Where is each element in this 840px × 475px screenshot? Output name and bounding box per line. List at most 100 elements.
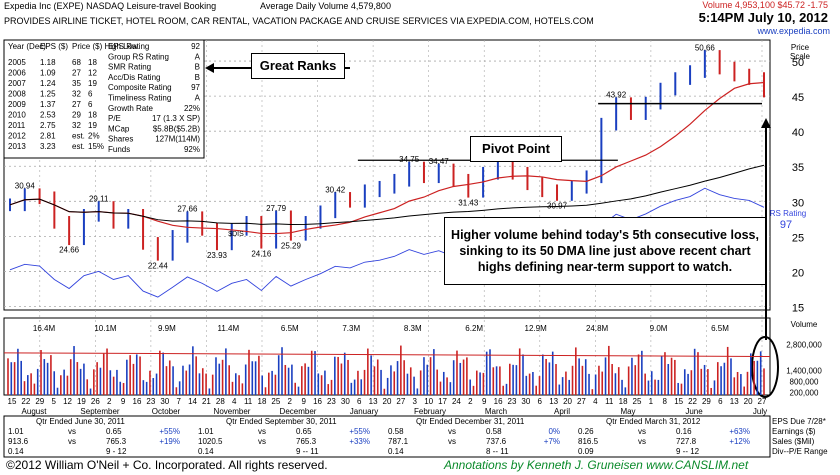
day-tick-label: 29 (35, 397, 44, 406)
month-label: February (414, 407, 446, 416)
day-tick-label: 21 (202, 397, 211, 406)
volume-data-label: 16.4M (33, 324, 56, 333)
fundamentals-cell: 2.75 (40, 121, 56, 130)
quarter-cell: 0.16 (676, 427, 692, 436)
quarter-change: +7% (544, 437, 560, 446)
quarter-cell: 737.6 (486, 437, 507, 446)
day-tick-label: 2 (288, 397, 293, 406)
month-label: November (214, 407, 251, 416)
day-tick-label: 28 (216, 397, 225, 406)
price-data-label: 31.43 (458, 198, 479, 207)
volume-line: Volume 4,953,100 $45.72 -1.75 (702, 0, 828, 10)
rating-value: 22% (184, 104, 200, 113)
fundamentals-cell: 1.25 (40, 90, 56, 99)
day-tick-label: 6 (718, 397, 723, 406)
fundamentals-cell: 1.09 (40, 69, 56, 78)
quarter-cell: 1.01 (198, 427, 214, 436)
day-tick-label: 13 (549, 397, 558, 406)
fundamentals-cell: 1.24 (40, 79, 56, 88)
fundamentals-cell: est. (72, 132, 85, 141)
day-tick-label: 15 (8, 397, 17, 406)
quarter-cell: 0.26 (578, 427, 594, 436)
quarter-title: Qtr Ended December 31, 2011 (416, 417, 525, 426)
great-ranks-arrowhead (205, 63, 214, 73)
day-tick-label: 12 (63, 397, 72, 406)
fundamentals-cell: 2009 (8, 100, 26, 109)
quarter-legend: Div--P/E Range (772, 447, 828, 456)
fundamentals-cell: 6 (88, 90, 93, 99)
fundamentals-cell: 6 (88, 100, 93, 109)
day-tick-label: 16 (133, 397, 142, 406)
great-ranks-callout: Great Ranks (251, 53, 345, 79)
fundamentals-cell: 32 (72, 90, 81, 99)
day-tick-label: 22 (21, 397, 30, 406)
day-tick-label: 13 (369, 397, 378, 406)
company-description: PROVIDES AIRLINE TICKET, HOTEL ROOM, CAR… (4, 16, 594, 26)
price-tick-label: 35 (792, 162, 804, 174)
day-tick-label: 23 (146, 397, 155, 406)
price-tick-label: 45 (792, 92, 804, 104)
volume-data-label: 7.3M (342, 324, 360, 333)
day-tick-label: 25 (271, 397, 280, 406)
fundamentals-box (3, 39, 205, 159)
rating-name: Group RS Rating (108, 52, 169, 61)
quarter-cell: 0.14 (198, 447, 214, 456)
price-panel-frame (3, 39, 771, 311)
quarter-cell: vs (638, 437, 646, 446)
note-callout: Higher volume behind today's 5th consecu… (444, 217, 766, 285)
rating-value: 92% (184, 145, 200, 154)
quarter-cell: 0.65 (106, 427, 122, 436)
day-tick-label: 15 (674, 397, 683, 406)
quarter-cell: 9 -- 11 (296, 447, 319, 456)
quarter-cell: vs (68, 437, 76, 446)
volume-data-label: 10.1M (94, 324, 117, 333)
day-tick-label: 19 (77, 397, 86, 406)
fundamentals-cell: 2011 (8, 121, 26, 130)
rating-name: Shares (108, 135, 133, 144)
fundamentals-cell: 1.37 (40, 100, 56, 109)
fundamentals-cell: 2010 (8, 111, 26, 120)
day-tick-label: 7 (176, 397, 181, 406)
day-tick-label: 18 (258, 397, 267, 406)
price-data-label: 27.79 (266, 204, 287, 213)
copyright: ©2012 William O'Neil + Co. Incorporated.… (6, 458, 328, 472)
day-tick-label: 17 (438, 397, 447, 406)
price-tick-label: 20 (792, 267, 804, 279)
rating-value: A (195, 52, 201, 61)
rating-name: P/E (108, 114, 121, 123)
quarter-title: Qtr Ended September 30, 2011 (226, 417, 337, 426)
month-label: March (485, 407, 507, 416)
day-tick-label: 27 (758, 397, 767, 406)
price-tick-label: 40 (792, 127, 804, 139)
month-label: December (280, 407, 317, 416)
day-tick-label: 6 (538, 397, 543, 406)
day-tick-label: 2 (468, 397, 473, 406)
price-data-label: 30.42 (325, 185, 346, 194)
quarter-change: 0% (548, 427, 560, 436)
volume-data-label: 6.2M (465, 324, 483, 333)
day-tick-label: 30 (341, 397, 350, 406)
quarter-change: +19% (159, 437, 180, 446)
price-tick-label: 25 (792, 232, 804, 244)
rating-value: 92 (191, 42, 200, 51)
day-tick-label: 20 (563, 397, 572, 406)
price-tick-label: 50 (792, 57, 804, 69)
day-tick-label: 16 (313, 397, 322, 406)
day-tick-label: 20 (744, 397, 753, 406)
quarter-change: +55% (159, 427, 180, 436)
price-data-label: 27.66 (177, 205, 198, 214)
price-data-label: 34.75 (399, 155, 420, 164)
month-label: April (554, 407, 570, 416)
day-tick-label: 20 (383, 397, 392, 406)
fundamentals-cell: 29 (72, 111, 81, 120)
day-tick-label: 11 (244, 397, 253, 406)
quarter-cell: vs (638, 427, 646, 436)
volume-average-line (3, 352, 771, 357)
day-tick-label: 25 (633, 397, 642, 406)
quarter-cell: 0.14 (388, 447, 404, 456)
day-tick-label: 18 (619, 397, 628, 406)
quarter-cell: 765.3 (106, 437, 127, 446)
quarter-change: +12% (729, 437, 750, 446)
day-tick-label: 13 (730, 397, 739, 406)
site-link[interactable]: www.expedia.com (757, 26, 830, 36)
